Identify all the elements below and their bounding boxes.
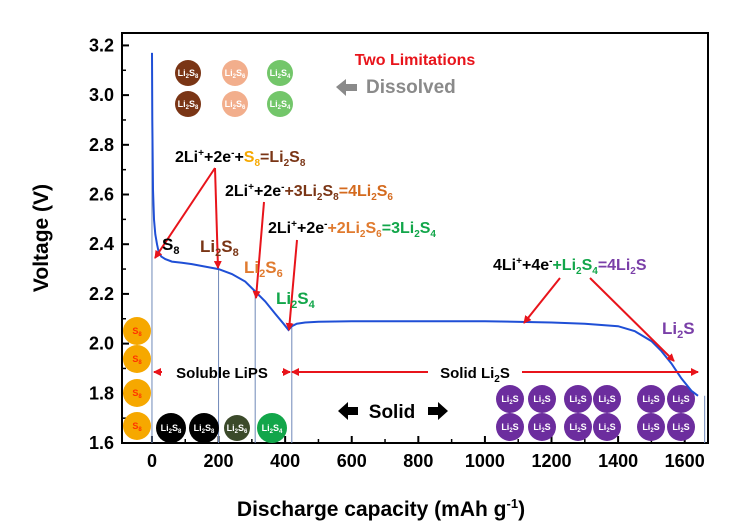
x-tick-label: 400 [270,451,300,471]
svg-text:Li2S: Li2S [501,422,518,434]
x-tick-label: 600 [337,451,367,471]
label-li2s8: Li2S8 [200,237,239,259]
x-tick-label: 1200 [531,451,571,471]
svg-text:S8: S8 [132,388,142,400]
svg-text:Li2S: Li2S [598,394,615,406]
ball-li2s8-dark: Li2S8 [189,413,219,443]
ball-li2s8: Li2S8 [175,60,201,86]
ball-s8: S8 [123,317,151,345]
svg-text:Li2S8: Li2S8 [194,423,215,435]
y-axis-label: Voltage (V) [30,184,53,292]
limitations-title: Two Limitations [355,52,476,69]
ball-s8: S8 [123,345,151,373]
equation-li2s8-reduction: 2Li++2e-+3Li2S8=4Li2S6 [225,182,393,203]
svg-text:S8: S8 [132,421,142,433]
svg-text:Li2S4: Li2S4 [262,423,283,435]
svg-text:Li2S8: Li2S8 [178,99,199,111]
dissolved-label: Dissolved [366,77,456,98]
y-tick-label: 3.2 [89,35,114,55]
ball-li2s4-green: Li2S4 [257,413,287,443]
x-tick-label: 1600 [665,451,705,471]
svg-text:Li2S4: Li2S4 [270,99,291,111]
y-tick-label: 1.6 [89,433,114,453]
ball-li2s: Li2S [593,385,621,413]
ball-li2s: Li2S [528,413,556,441]
plot-frame [121,32,709,444]
ball-s8: S8 [123,412,151,440]
solid-li2s-label: Solid Li2S [440,365,510,385]
ball-li2s6-dark: Li2S6 [224,415,250,441]
ball-li2s4: Li2S4 [267,60,293,86]
equation-li2s6-reduction: 2Li++2e-+2Li2S6=3Li2S4 [268,219,436,240]
y-tick-label: 3.0 [89,85,114,105]
label-li2s4: Li2S4 [276,289,316,311]
svg-text:Li2S8: Li2S8 [161,423,182,435]
svg-text:Li2S: Li2S [569,422,586,434]
label-li2s6: Li2S6 [244,258,283,280]
equation-s8-reduction: 2Li++2e-+S8=Li2S8 [175,148,306,169]
svg-text:Li2S: Li2S [642,422,659,434]
ball-li2s: Li2S [637,385,665,413]
arrow-eq1-a [154,167,216,259]
svg-text:Li2S: Li2S [598,422,615,434]
solid-label: Solid [369,402,415,423]
svg-text:Li2S: Li2S [533,422,550,434]
soluble-lips-label: Soluble LiPS [176,365,268,382]
svg-text:Li2S: Li2S [569,394,586,406]
y-tick-label: 2.4 [89,234,114,254]
svg-text:Li2S6: Li2S6 [225,68,246,80]
ball-li2s8: Li2S8 [175,91,201,117]
y-tick-label: 2.2 [89,284,114,304]
ball-li2s: Li2S [564,385,592,413]
ball-li2s: Li2S [496,413,524,441]
arrow-eq2 [252,201,265,299]
ball-li2s6: Li2S6 [222,91,248,117]
svg-text:Li2S: Li2S [533,394,550,406]
svg-text:Li2S8: Li2S8 [178,68,199,80]
x-tick-label: 0 [147,451,157,471]
solid-right-arrow-icon [428,402,448,420]
ball-li2s: Li2S [593,413,621,441]
arrow-eq4-a [523,277,561,324]
ball-li2s6: Li2S6 [222,60,248,86]
x-tick-label: 800 [403,451,433,471]
ball-li2s: Li2S [528,385,556,413]
ball-li2s: Li2S [637,413,665,441]
ball-li2s: Li2S [564,413,592,441]
svg-text:Li2S6: Li2S6 [227,423,248,435]
svg-text:S8: S8 [132,354,142,366]
y-tick-label: 2.6 [89,185,114,205]
axis-ticks: 0 200 400 600 800 1000 1200 1400 1600 1.6 1.8 2.0 2.… [89,35,705,471]
svg-text:Li2S: Li2S [672,422,689,434]
label-li2s: Li2S [662,319,695,341]
x-axis-label: Discharge capacity (mAh g-1) [237,496,525,521]
ball-li2s: Li2S [496,385,524,413]
x-tick-label: 200 [204,451,234,471]
ball-li2s: Li2S [667,413,695,441]
arrow-eq1-b [213,167,222,269]
ball-s8: S8 [123,379,151,407]
solid-left-arrow-icon [338,402,358,420]
ball-li2s: Li2S [667,385,695,413]
svg-text:Li2S6: Li2S6 [225,99,246,111]
svg-text:Li2S: Li2S [672,394,689,406]
ball-li2s4: Li2S4 [267,91,293,117]
y-tick-label: 1.8 [89,383,114,403]
x-tick-label: 1000 [465,451,505,471]
y-tick-label: 2.0 [89,334,114,354]
svg-text:Li2S4: Li2S4 [270,68,291,80]
x-tick-label: 1400 [598,451,638,471]
equation-li2s4-reduction: 4Li++4e-+Li2S4=4Li2S [493,256,647,277]
arrow-eq3 [285,239,298,331]
y-tick-label: 2.8 [89,135,114,155]
svg-text:S8: S8 [132,326,142,338]
svg-text:Li2S: Li2S [501,394,518,406]
ball-li2s8-dark: Li2S8 [156,413,186,443]
svg-text:Li2S: Li2S [642,394,659,406]
label-s8: S8 [162,235,179,257]
arrow-eq4-b [589,277,675,362]
dissolved-arrow-icon [336,79,357,96]
